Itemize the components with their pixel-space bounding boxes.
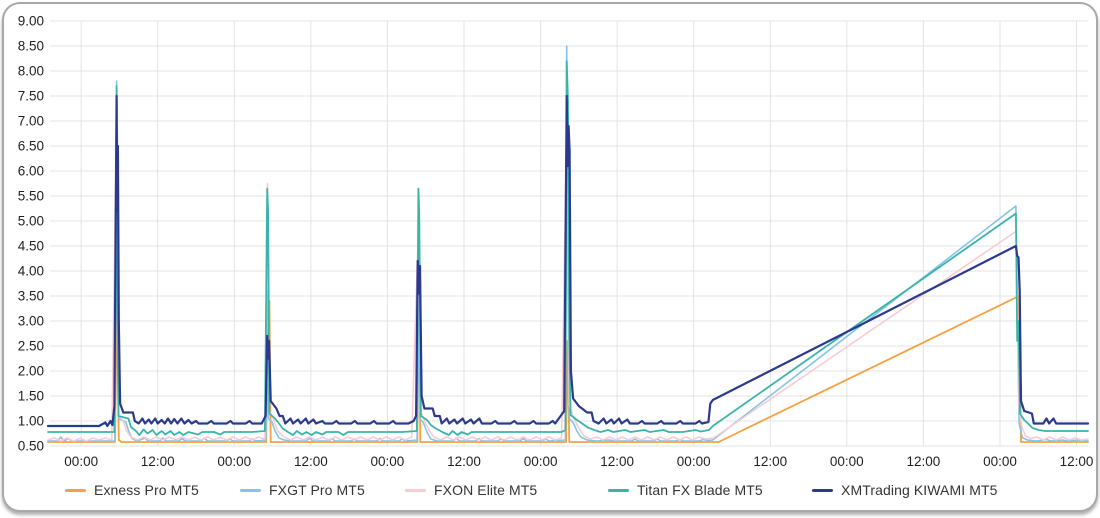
legend-swatch-icon [405,488,426,492]
legend-item-titan-fx-blade-mt5[interactable]: Titan FX Blade MT5 [608,482,763,498]
x-axis-label: 12:00 [600,454,634,469]
legend-label: Exness Pro MT5 [94,482,199,498]
y-axis-label: 1.50 [18,389,44,404]
y-axis-label: 1.00 [18,414,44,429]
y-axis-label: 7.50 [18,89,44,104]
y-axis-label: 0.50 [18,439,44,454]
y-axis-label: 3.00 [18,314,44,329]
y-axis-label: 7.00 [18,114,44,129]
x-axis-label: 12:00 [907,454,941,469]
y-axis-label: 9.00 [18,14,44,29]
legend-swatch-icon [812,488,833,492]
legend-item-fxon-elite-mt5[interactable]: FXON Elite MT5 [405,482,537,498]
x-axis-label: 12:00 [141,454,175,469]
y-axis-label: 4.00 [18,264,44,279]
x-axis-label: 00:00 [677,454,711,469]
y-axis-label: 2.50 [18,339,44,354]
legend: Exness Pro MT5 FXGT Pro MT5 FXON Elite M… [4,482,1096,510]
y-axis-label: 8.50 [18,39,44,54]
x-axis-label: 00:00 [524,454,558,469]
y-axis-label: 6.00 [18,164,44,179]
x-axis-label: 12:00 [447,454,481,469]
series-line-4 [46,94,1090,428]
x-axis-label: 12:00 [753,454,787,469]
series-line-1 [47,45,1089,442]
legend-item-fxgt-pro-mt5[interactable]: FXGT Pro MT5 [240,482,365,498]
legend-item-xmtrading-kiwami-mt5[interactable]: XMTrading KIWAMI MT5 [812,482,998,498]
x-axis-label: 00:00 [64,454,98,469]
legend-label: FXON Elite MT5 [434,482,538,498]
y-axis-label: 5.00 [18,214,44,229]
x-axis-label: 12:00 [294,454,328,469]
x-axis-label: 00:00 [371,454,405,469]
legend-swatch-icon [608,488,629,492]
x-axis-label: 00:00 [217,454,251,469]
legend-label: Titan FX Blade MT5 [637,482,763,498]
y-axis-label: 4.50 [18,239,44,254]
spread-chart: 9.00 8.50 8.00 7.50 7.00 6.50 6.00 5.50 5.00 4.50… [18,14,1094,470]
legend-item-exness-pro-mt5[interactable]: Exness Pro MT5 [65,482,199,498]
series-line-3 [47,60,1089,436]
x-axis-label: 00:00 [983,454,1017,469]
x-axis-label: 12:00 [1060,454,1094,469]
x-axis-label: 00:00 [830,454,864,469]
legend-swatch-icon [65,488,86,492]
y-axis-label: 2.00 [18,364,44,379]
y-axis-label: 6.50 [18,139,44,154]
series-line-0 [47,192,1089,443]
legend-label: XMTrading KIWAMI MT5 [841,482,998,498]
y-axis-label: 8.00 [18,64,44,79]
y-axis-label: 5.50 [18,189,44,204]
y-axis-label: 3.50 [18,289,44,304]
legend-label: FXGT Pro MT5 [269,482,365,498]
legend-swatch-icon [240,488,261,492]
